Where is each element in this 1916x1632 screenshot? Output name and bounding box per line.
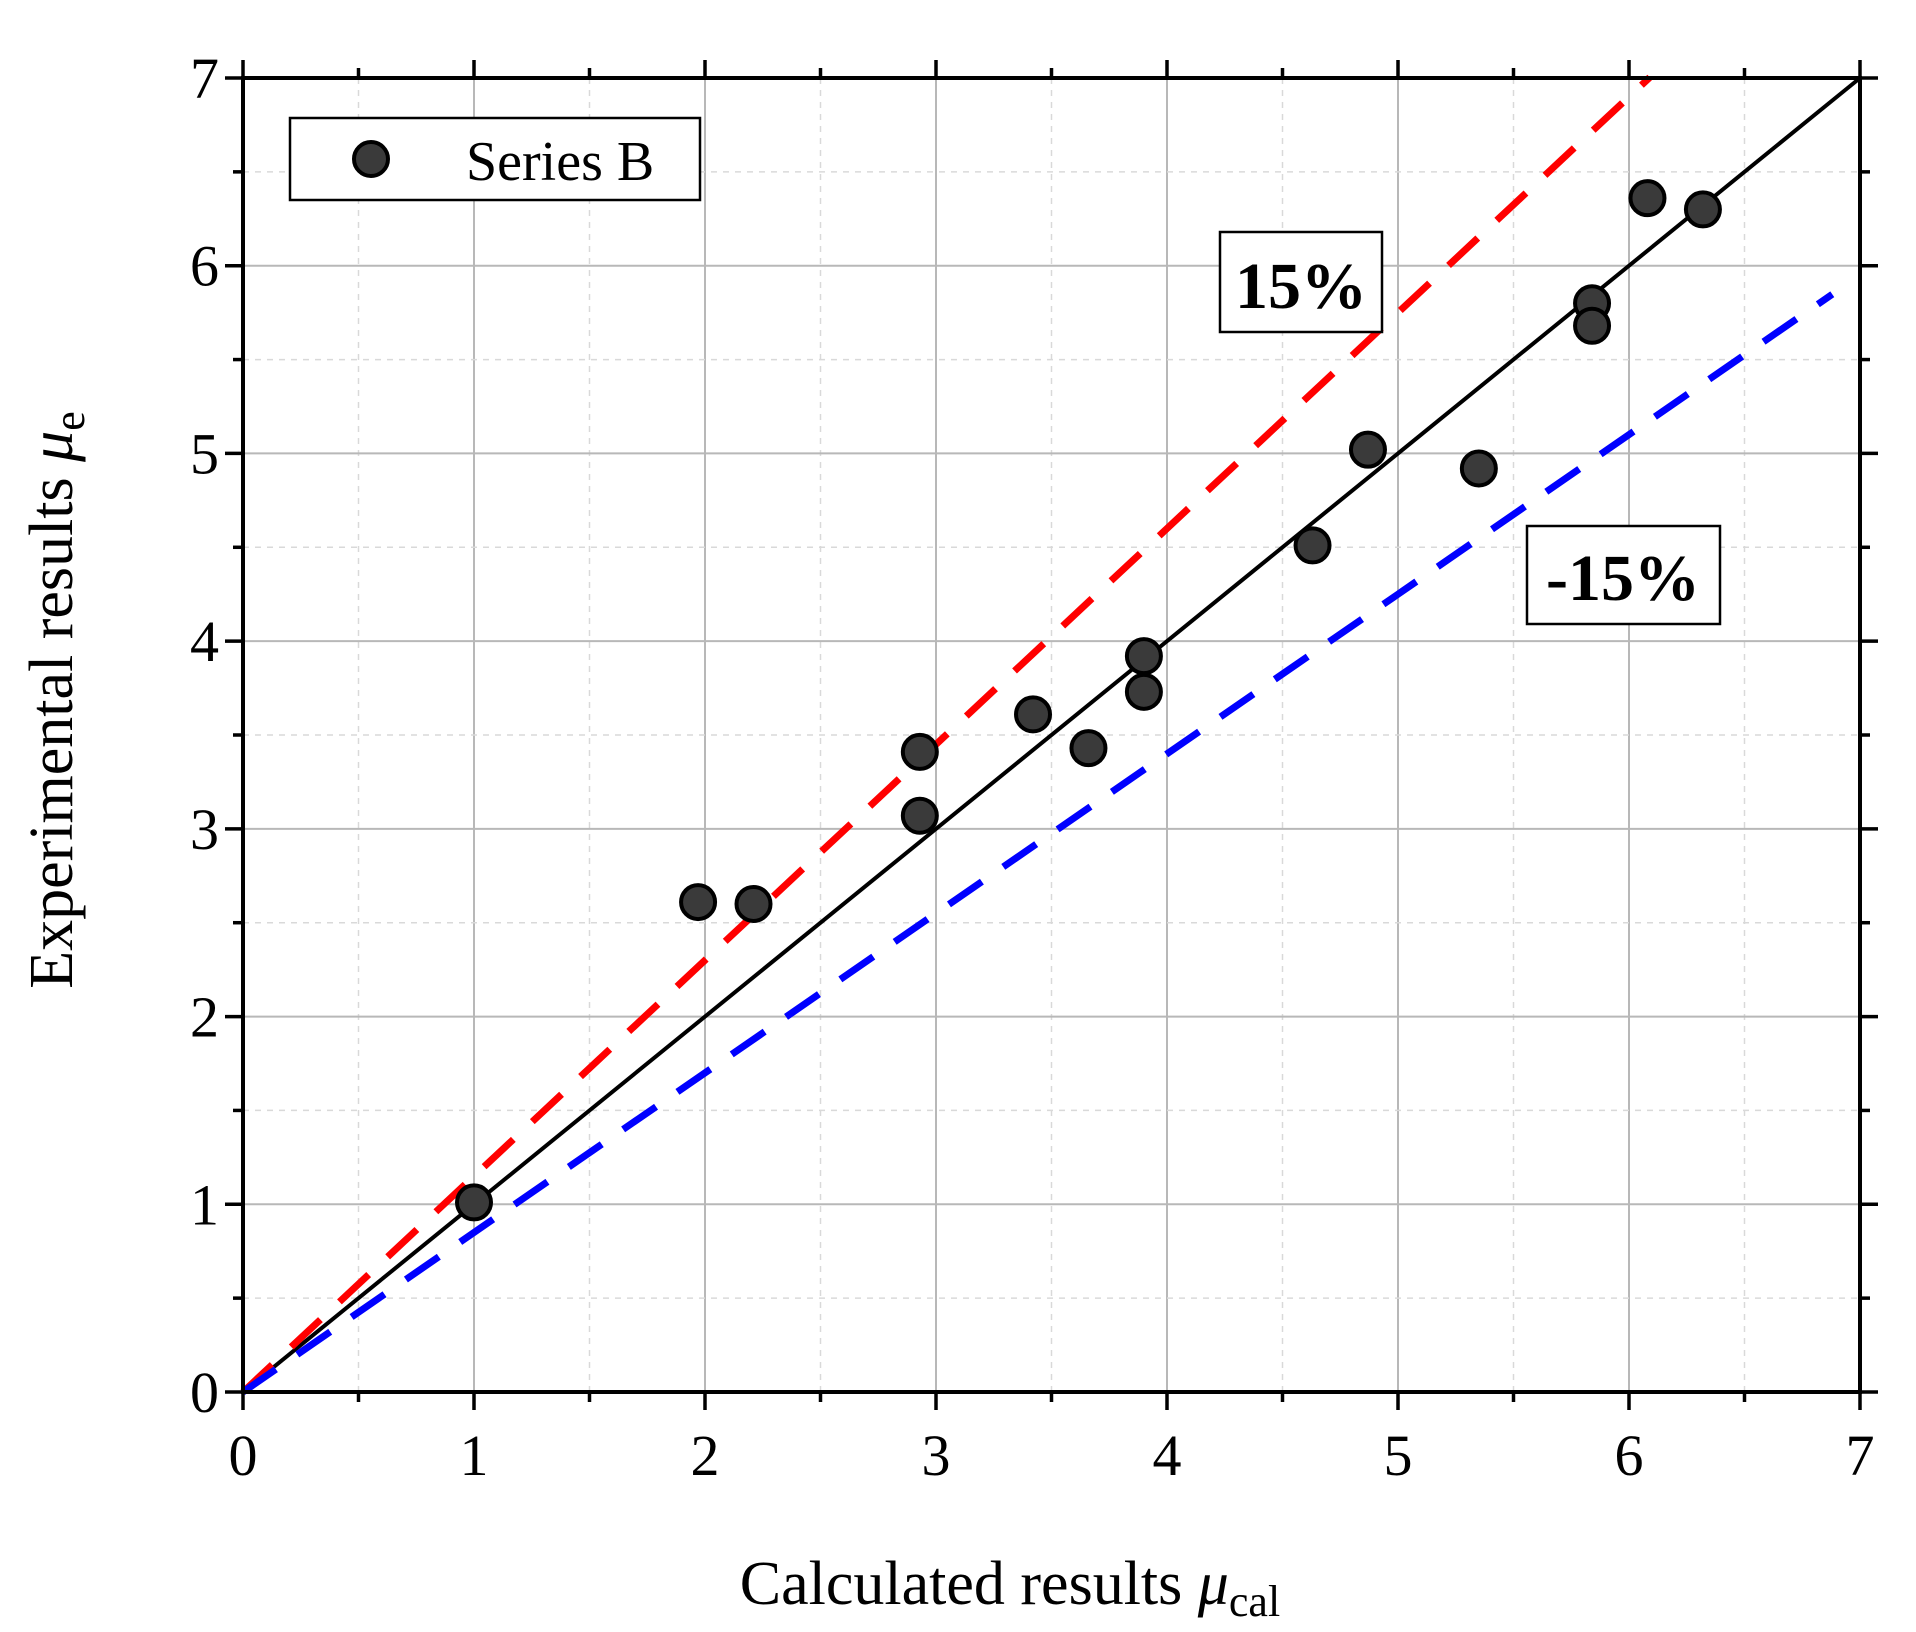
data-point [900, 796, 939, 835]
data-point [1124, 637, 1163, 676]
x-tick-label: 0 [229, 1423, 258, 1488]
x-tick-label: 4 [1153, 1423, 1182, 1488]
x-axis-title-symbol: μ [1197, 1550, 1229, 1618]
upper-band-annotation: 15% [1218, 230, 1384, 334]
y-tick-label: 7 [190, 46, 219, 111]
x-tick-label: 5 [1384, 1423, 1413, 1488]
x-axis-title-subscript: cal [1229, 1577, 1280, 1626]
y-tick-label: 6 [190, 234, 219, 299]
y-axis-title-text: Experimental results [18, 462, 86, 989]
data-point [1124, 672, 1163, 711]
lower-band-label: -15% [1546, 542, 1700, 615]
y-tick-label: 5 [190, 421, 219, 486]
legend-label: Series B [466, 131, 654, 193]
reference-line-upper-15 [240, 74, 1653, 1395]
x-tick-label: 2 [691, 1423, 720, 1488]
upper-band-box [1218, 230, 1384, 334]
y-tick-label: 1 [190, 1172, 219, 1237]
y-tick-label: 0 [190, 1360, 219, 1425]
upper-band-label: 15% [1235, 250, 1367, 323]
data-point [1573, 306, 1612, 345]
data-point [1683, 190, 1722, 229]
data-point [1069, 729, 1108, 768]
x-tick-label: 3 [922, 1423, 951, 1488]
y-axis-title-subscript: e [45, 411, 94, 431]
y-tick-label: 2 [190, 985, 219, 1050]
y-axis-title-symbol: μ [18, 431, 86, 463]
legend: Series B [288, 116, 702, 202]
data-point [1628, 179, 1667, 218]
axis-ticks [225, 60, 1878, 1410]
lower-band-box [1525, 524, 1722, 626]
data-points [455, 179, 1722, 1222]
data-point [1014, 695, 1053, 734]
reference-line-lower-15 [241, 291, 1835, 1395]
y-tick-label: 3 [190, 797, 219, 862]
data-point [679, 883, 718, 922]
data-point [900, 732, 939, 771]
x-tick-label: 7 [1846, 1423, 1875, 1488]
lower-band-annotation: -15% [1525, 524, 1722, 626]
data-point [734, 884, 773, 923]
legend-marker [352, 140, 390, 178]
y-axis-title: Experimental results μe [18, 411, 94, 989]
x-tick-label: 6 [1615, 1423, 1644, 1488]
x-tick-label: 1 [460, 1423, 489, 1488]
x-axis-title-text: Calculated results [740, 1550, 1198, 1618]
tick-labels: 0 1 2 3 4 5 6 7 0 1 2 3 4 5 6 7 [190, 46, 1875, 1488]
data-point [1348, 430, 1387, 469]
data-point [455, 1183, 493, 1222]
x-axis-title: Calculated results μcal [740, 1550, 1280, 1626]
data-point [1459, 449, 1498, 488]
y-tick-label: 4 [190, 609, 219, 674]
data-point [1293, 526, 1332, 565]
